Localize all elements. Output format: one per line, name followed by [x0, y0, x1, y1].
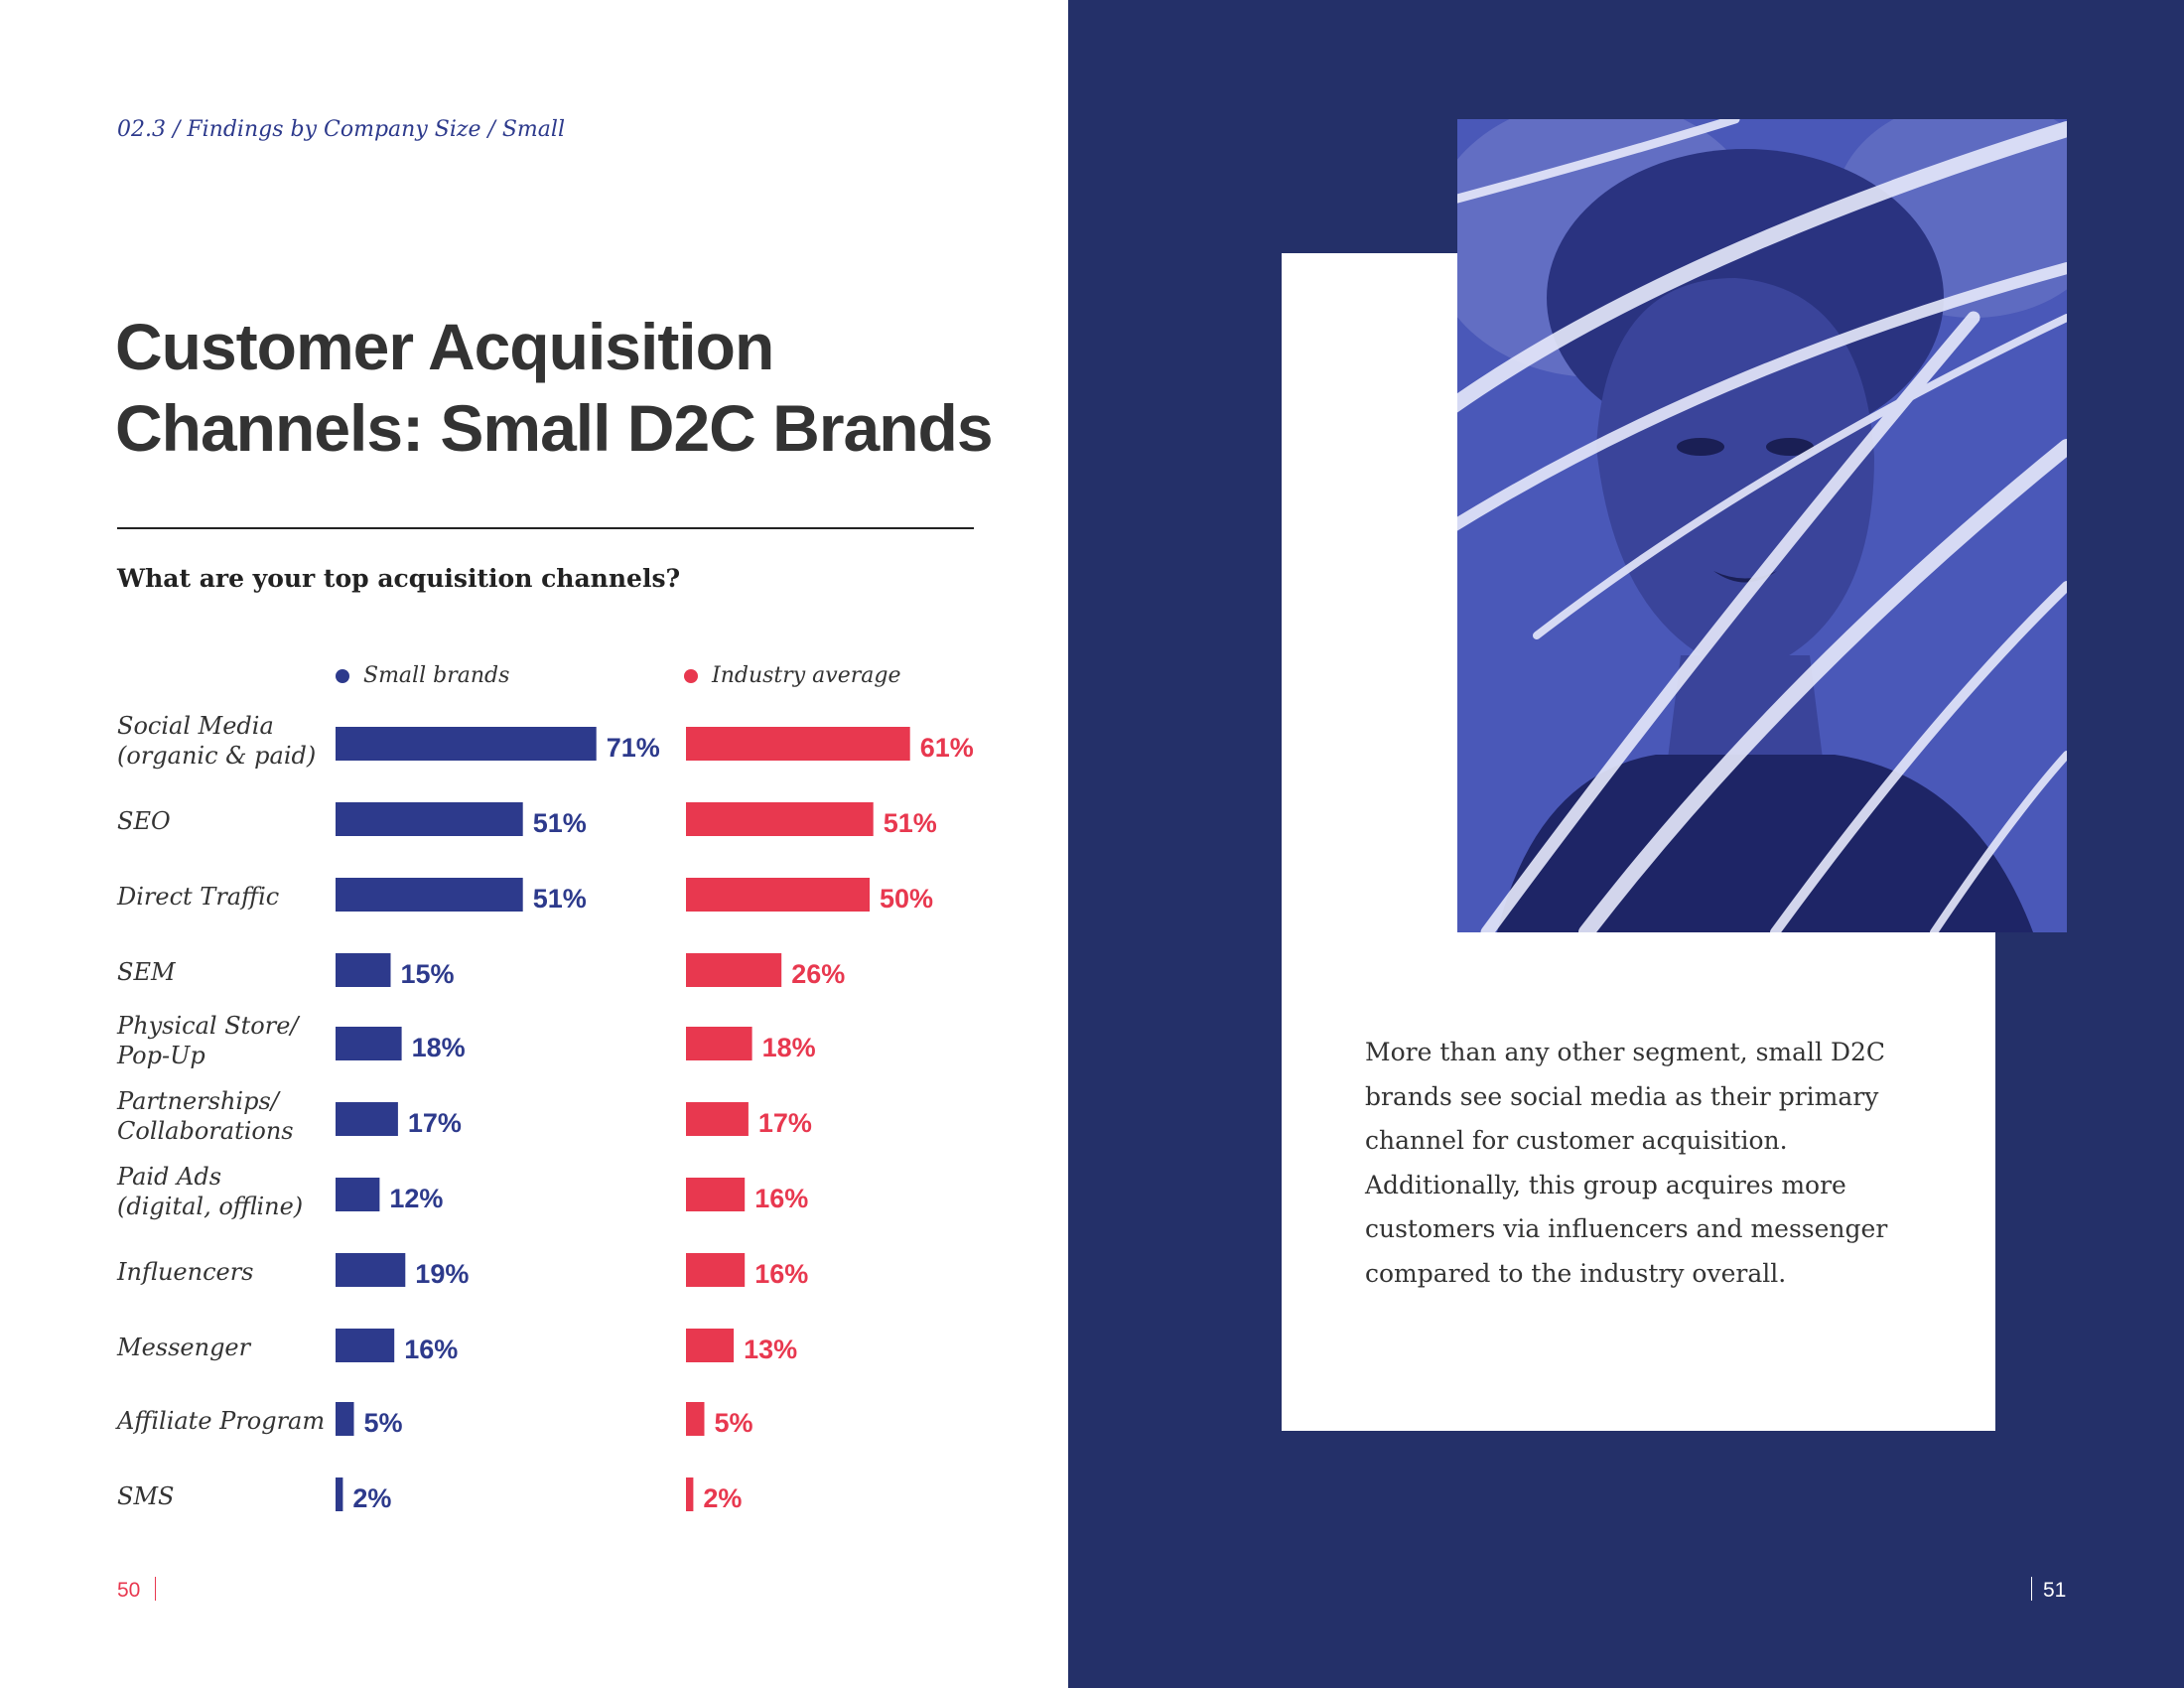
category-label: Social Media (organic & paid) — [117, 712, 316, 770]
category-label: SMS — [117, 1482, 174, 1510]
body-text: More than any other segment, small D2C b… — [1365, 1038, 1888, 1288]
category-label-line: SEM — [117, 958, 177, 986]
bar-industry-average — [686, 1102, 749, 1136]
category-label-line: SEO — [117, 807, 171, 835]
category-label: Affiliate Program — [115, 1407, 325, 1435]
value-label-industry-average: 50% — [880, 884, 933, 914]
category-label-line: Influencers — [116, 1258, 254, 1286]
page-number-left: 50 — [117, 1579, 141, 1602]
bar-small-brands — [336, 953, 391, 987]
acquisition-bar-chart: Social Media (organic & paid) 71% 61% SEO 51%… — [115, 712, 974, 1513]
value-label-industry-average: 16% — [754, 1259, 808, 1289]
category-label-line: Collaborations — [117, 1117, 294, 1145]
category-label-line: SMS — [117, 1482, 174, 1510]
legend-dot-industry-icon — [684, 668, 698, 683]
bar-small-brands — [336, 1329, 395, 1362]
value-label-small-brands: 51% — [533, 884, 587, 914]
category-label-line: Paid Ads — [116, 1163, 221, 1191]
value-label-small-brands: 17% — [408, 1108, 462, 1138]
page-number-right: 51 — [2043, 1579, 2067, 1602]
bar-industry-average — [686, 1178, 746, 1211]
legend-small-label: Small brands — [363, 663, 510, 688]
bar-small-brands — [336, 1477, 343, 1511]
category-label: Messenger — [116, 1334, 252, 1361]
value-label-industry-average: 26% — [791, 959, 845, 989]
category-label-line: (digital, offline) — [117, 1193, 303, 1220]
category-label: Physical Store/Pop-Up — [116, 1012, 301, 1069]
value-label-small-brands: 19% — [415, 1259, 469, 1289]
bar-small-brands — [336, 802, 523, 836]
value-label-industry-average: 17% — [758, 1108, 812, 1138]
value-label-small-brands: 15% — [401, 959, 455, 989]
value-label-small-brands: 5% — [364, 1408, 403, 1438]
bar-industry-average — [686, 878, 870, 912]
left-page — [0, 0, 1068, 1688]
value-label-industry-average: 5% — [715, 1408, 753, 1438]
category-label: Paid Ads (digital, offline) — [116, 1163, 303, 1220]
value-label-industry-average: 51% — [884, 808, 937, 838]
page-number-divider-right — [2031, 1577, 2032, 1601]
category-label: Influencers — [116, 1258, 254, 1286]
title-line-2: Channels: Small D2C Brands — [115, 391, 994, 465]
value-label-industry-average: 18% — [762, 1033, 816, 1062]
legend-small-brands: Small brands — [336, 663, 509, 688]
page-number-divider-left — [155, 1577, 156, 1601]
value-label-small-brands: 51% — [533, 808, 587, 838]
category-label: Direct Traffic — [116, 883, 279, 911]
bar-industry-average — [686, 802, 874, 836]
category-label-line: Affiliate Program — [115, 1407, 325, 1435]
category-label: Partnerships/Collaborations — [116, 1087, 294, 1145]
title-divider — [117, 527, 974, 529]
value-label-small-brands: 18% — [412, 1033, 466, 1062]
category-label: SEM — [117, 958, 177, 986]
category-label-line: Direct Traffic — [116, 883, 279, 911]
bar-small-brands — [336, 1102, 398, 1136]
value-label-small-brands: 12% — [389, 1184, 443, 1213]
legend-industry-label: Industry average — [712, 663, 901, 688]
legend-industry-average: Industry average — [684, 663, 900, 688]
bar-industry-average — [686, 1402, 705, 1436]
breadcrumb: 02.3 / Findings by Company Size / Small — [117, 117, 565, 142]
legend-dot-small-icon — [336, 668, 349, 683]
category-label-line: Partnerships/ — [116, 1087, 282, 1115]
chart-question: What are your top acquisition channels? — [117, 564, 681, 593]
bar-small-brands — [336, 878, 523, 912]
bar-small-brands — [336, 1402, 354, 1436]
portrait-illustration — [1457, 119, 2067, 932]
bar-small-brands — [336, 1178, 380, 1211]
portrait-photo — [1457, 119, 2067, 932]
category-label: SEO — [117, 807, 171, 835]
bar-industry-average — [686, 1027, 752, 1060]
bar-small-brands — [336, 727, 597, 761]
category-label-line: Pop-Up — [116, 1042, 205, 1069]
bar-industry-average — [686, 727, 910, 761]
category-label-line: (organic & paid) — [117, 742, 316, 770]
category-label-line: Messenger — [116, 1334, 252, 1361]
value-label-industry-average: 16% — [754, 1184, 808, 1213]
bar-industry-average — [686, 1477, 694, 1511]
bar-small-brands — [336, 1253, 406, 1287]
value-label-small-brands: 2% — [352, 1483, 391, 1513]
category-label-line: Physical Store/ — [116, 1012, 301, 1040]
bar-industry-average — [686, 1329, 735, 1362]
value-label-industry-average: 13% — [744, 1335, 797, 1364]
bar-industry-average — [686, 1253, 746, 1287]
value-label-small-brands: 71% — [607, 733, 660, 763]
value-label-industry-average: 61% — [920, 733, 974, 763]
title-line-1: Customer Acquisition — [115, 310, 774, 383]
page-title: Customer Acquisition Channels: Small D2C… — [115, 306, 1009, 469]
bar-industry-average — [686, 953, 782, 987]
value-label-industry-average: 2% — [703, 1483, 742, 1513]
value-label-small-brands: 16% — [404, 1335, 458, 1364]
bar-small-brands — [336, 1027, 402, 1060]
category-label-line: Social Media — [117, 712, 274, 740]
